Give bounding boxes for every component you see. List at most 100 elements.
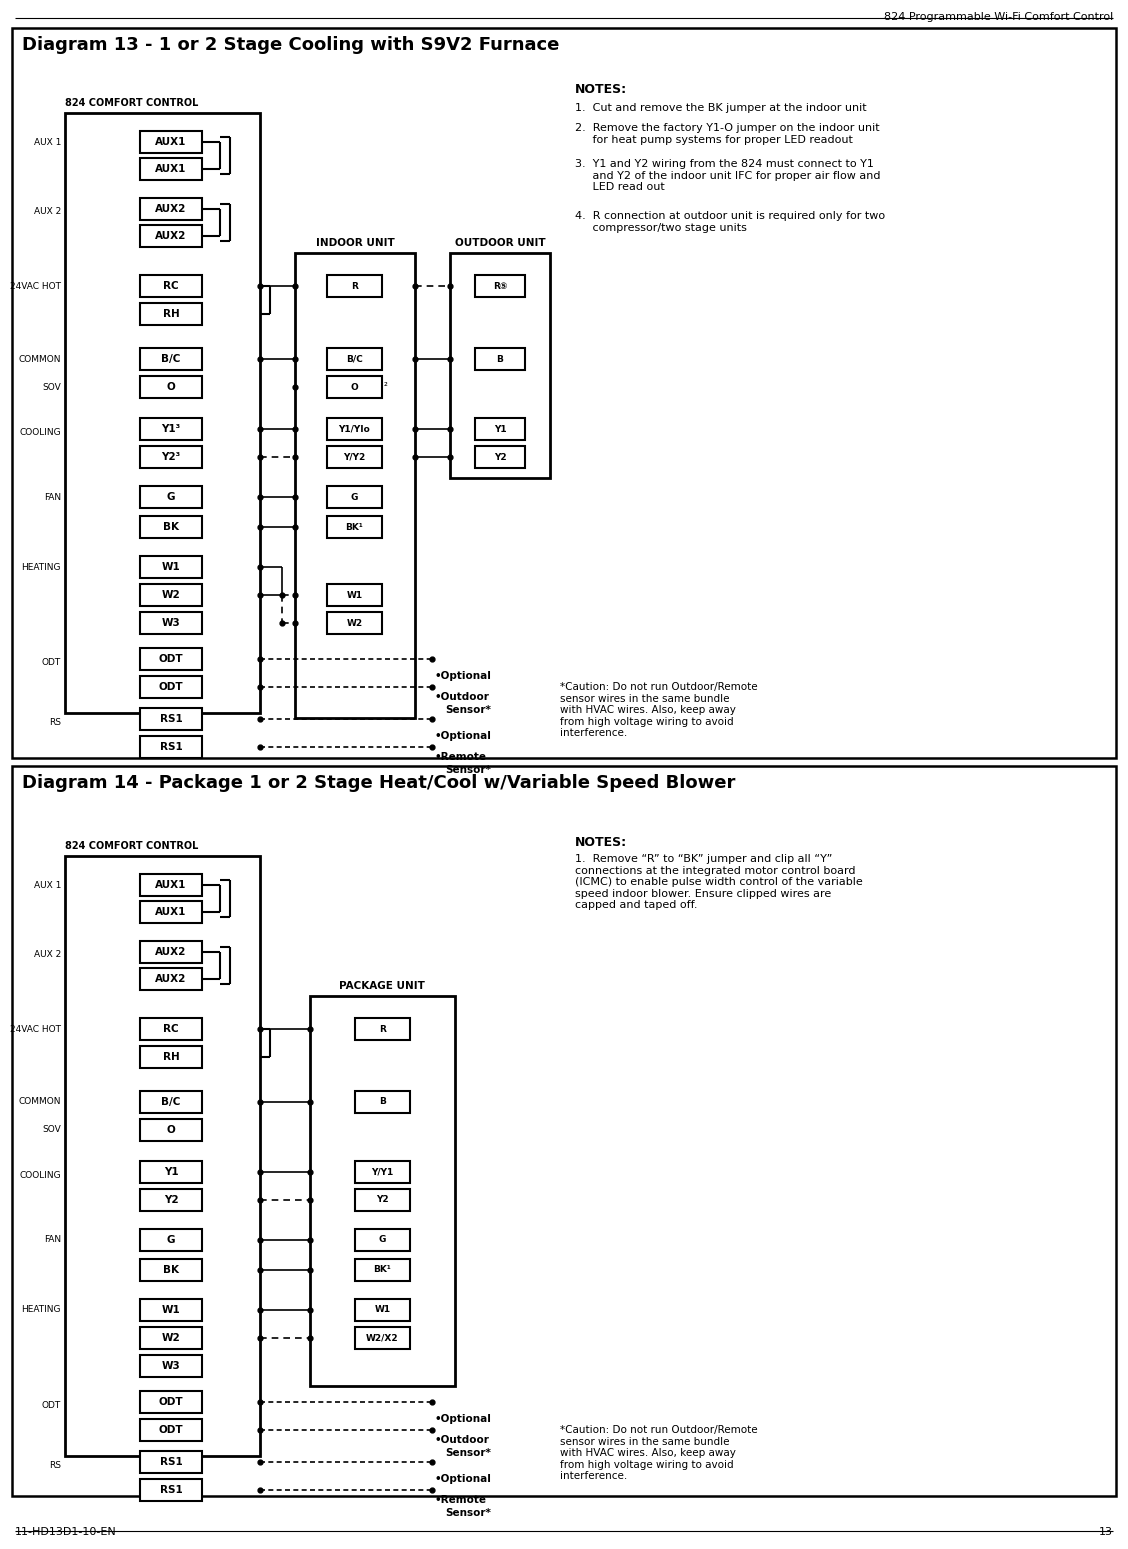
Bar bbox=[327, 349, 382, 370]
Bar bbox=[140, 1451, 202, 1473]
Text: FAN: FAN bbox=[44, 493, 61, 502]
Text: FAN: FAN bbox=[44, 1236, 61, 1244]
Bar bbox=[140, 1419, 202, 1441]
Text: W3: W3 bbox=[161, 1362, 180, 1371]
Bar bbox=[140, 132, 202, 153]
Bar bbox=[355, 1162, 409, 1183]
Text: SOV: SOV bbox=[42, 383, 61, 392]
Text: NOTES:: NOTES: bbox=[575, 84, 627, 96]
Bar bbox=[140, 1259, 202, 1281]
Bar bbox=[327, 486, 382, 508]
Text: ODT: ODT bbox=[159, 1397, 184, 1406]
Text: HEATING: HEATING bbox=[21, 562, 61, 572]
Text: AUX2: AUX2 bbox=[156, 974, 187, 984]
Text: R: R bbox=[351, 282, 358, 291]
Bar bbox=[12, 28, 1116, 757]
Bar bbox=[140, 1479, 202, 1501]
Text: W1: W1 bbox=[374, 1306, 390, 1315]
Text: 824 Programmable Wi-Fi Comfort Control: 824 Programmable Wi-Fi Comfort Control bbox=[883, 12, 1113, 22]
Text: W1: W1 bbox=[161, 562, 180, 572]
Text: B/C: B/C bbox=[161, 1097, 180, 1108]
Text: G: G bbox=[379, 1236, 386, 1244]
Text: Y1³: Y1³ bbox=[161, 424, 180, 434]
Text: RH: RH bbox=[162, 308, 179, 319]
Text: Diagram 14 - Package 1 or 2 Stage Heat/Cool w/Variable Speed Blower: Diagram 14 - Package 1 or 2 Stage Heat/C… bbox=[23, 774, 735, 792]
Text: W2: W2 bbox=[161, 590, 180, 599]
Text: 824 COMFORT CONTROL: 824 COMFORT CONTROL bbox=[65, 841, 199, 850]
Text: AUX1: AUX1 bbox=[156, 880, 187, 891]
Text: B: B bbox=[496, 355, 503, 364]
Text: RS: RS bbox=[49, 1461, 61, 1470]
Text: RH: RH bbox=[162, 1052, 179, 1063]
Bar bbox=[327, 376, 382, 398]
Text: Y1: Y1 bbox=[494, 424, 506, 434]
Bar bbox=[475, 418, 525, 440]
Text: COMMON: COMMON bbox=[18, 355, 61, 364]
Bar bbox=[355, 1090, 409, 1114]
Text: •Optional: •Optional bbox=[435, 1414, 492, 1424]
Bar bbox=[140, 1300, 202, 1321]
Bar bbox=[140, 1018, 202, 1039]
Text: R: R bbox=[379, 1024, 386, 1033]
Text: Y/Y2: Y/Y2 bbox=[343, 452, 365, 462]
Text: 1.  Remove “R” to “BK” jumper and clip all “Y”
connections at the integrated mot: 1. Remove “R” to “BK” jumper and clip al… bbox=[575, 853, 863, 911]
Bar bbox=[140, 1190, 202, 1211]
Text: •Outdoor: •Outdoor bbox=[435, 1434, 490, 1445]
Bar bbox=[140, 968, 202, 990]
Text: W2/X2: W2/X2 bbox=[367, 1334, 399, 1343]
Text: Y2: Y2 bbox=[494, 452, 506, 462]
Text: RS1: RS1 bbox=[160, 742, 183, 751]
Text: ODT: ODT bbox=[42, 1400, 61, 1410]
Text: ODT: ODT bbox=[159, 654, 184, 665]
Bar bbox=[140, 1090, 202, 1114]
Bar bbox=[475, 446, 525, 468]
Text: RS1: RS1 bbox=[160, 1458, 183, 1467]
Text: Sensor*: Sensor* bbox=[446, 1448, 491, 1458]
Text: AUX1: AUX1 bbox=[156, 908, 187, 917]
Text: W1: W1 bbox=[346, 590, 362, 599]
Bar bbox=[140, 1355, 202, 1377]
Bar bbox=[450, 252, 550, 479]
Bar bbox=[65, 857, 259, 1456]
Text: RS1: RS1 bbox=[160, 1485, 183, 1495]
Bar bbox=[355, 1018, 409, 1039]
Text: ODT: ODT bbox=[159, 682, 184, 692]
Text: RC: RC bbox=[164, 1024, 179, 1035]
Bar bbox=[327, 584, 382, 606]
Bar bbox=[140, 1118, 202, 1142]
Text: RS: RS bbox=[49, 717, 61, 726]
Bar bbox=[140, 584, 202, 606]
Text: BK¹: BK¹ bbox=[373, 1266, 391, 1275]
Bar bbox=[140, 418, 202, 440]
Text: B/C: B/C bbox=[346, 355, 363, 364]
Text: Sensor*: Sensor* bbox=[446, 1509, 491, 1518]
Bar bbox=[327, 612, 382, 634]
Bar bbox=[140, 940, 202, 963]
Text: W2: W2 bbox=[161, 1334, 180, 1343]
Text: O: O bbox=[167, 383, 175, 392]
Bar bbox=[140, 1391, 202, 1413]
Bar bbox=[140, 1327, 202, 1349]
Text: 824 COMFORT CONTROL: 824 COMFORT CONTROL bbox=[65, 98, 199, 108]
Text: AUX1: AUX1 bbox=[156, 136, 187, 147]
Bar bbox=[140, 376, 202, 398]
Bar bbox=[140, 708, 202, 730]
Text: AUX 2: AUX 2 bbox=[34, 950, 61, 959]
Bar bbox=[475, 349, 525, 370]
Text: O: O bbox=[351, 383, 359, 392]
Text: •Outdoor: •Outdoor bbox=[435, 692, 490, 702]
Text: Y2: Y2 bbox=[376, 1196, 389, 1205]
Text: 1.  Cut and remove the BK jumper at the indoor unit: 1. Cut and remove the BK jumper at the i… bbox=[575, 102, 866, 113]
Bar bbox=[140, 446, 202, 468]
Text: •Remote: •Remote bbox=[435, 751, 487, 762]
Text: PACKAGE UNIT: PACKAGE UNIT bbox=[340, 981, 425, 991]
Bar bbox=[355, 1327, 409, 1349]
Text: W1: W1 bbox=[161, 1304, 180, 1315]
Text: G: G bbox=[351, 493, 359, 502]
Bar bbox=[140, 349, 202, 370]
Text: HEATING: HEATING bbox=[21, 1306, 61, 1315]
Bar bbox=[65, 113, 259, 713]
Bar bbox=[310, 996, 455, 1386]
Text: ODT: ODT bbox=[42, 657, 61, 666]
Text: *Caution: Do not run Outdoor/Remote
sensor wires in the same bundle
with HVAC wi: *Caution: Do not run Outdoor/Remote sens… bbox=[559, 682, 758, 739]
